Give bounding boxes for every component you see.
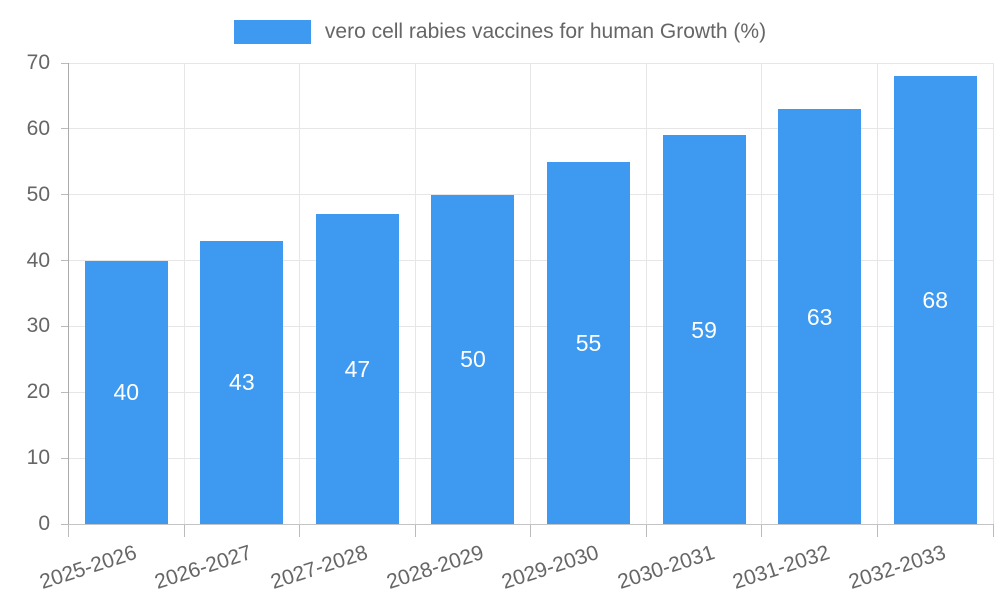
bar xyxy=(662,135,746,524)
y-axis-tick xyxy=(60,391,69,393)
x-axis-label: 2027-2028 xyxy=(267,541,371,594)
x-axis-label: 2032-2033 xyxy=(845,541,949,594)
x-axis-tick xyxy=(299,524,301,537)
x-axis-label: 2025-2026 xyxy=(36,541,140,594)
y-axis-label: 50 xyxy=(26,182,50,206)
legend: vero cell rabies vaccines for human Grow… xyxy=(0,20,1000,44)
v-gridline xyxy=(414,63,416,524)
bar xyxy=(84,260,168,524)
bar xyxy=(431,194,515,524)
bar-value-label: 40 xyxy=(113,379,140,406)
bar xyxy=(547,161,631,524)
x-axis-tick xyxy=(68,524,69,537)
bar xyxy=(200,240,284,524)
bar-value-label: 59 xyxy=(691,316,717,343)
v-gridline xyxy=(299,63,301,524)
y-axis-tick xyxy=(60,457,69,459)
x-axis-tick xyxy=(761,524,763,537)
bar xyxy=(315,214,399,524)
y-axis-label: 10 xyxy=(26,446,50,470)
y-axis-tick xyxy=(60,62,69,64)
y-axis-label: 30 xyxy=(26,314,50,338)
y-axis-label: 0 xyxy=(38,512,50,535)
x-axis-label: 2028-2029 xyxy=(383,541,487,594)
v-gridline xyxy=(645,63,647,524)
y-axis-label: 20 xyxy=(26,380,50,404)
v-gridline xyxy=(530,63,532,524)
x-axis-label: 2029-2030 xyxy=(499,541,602,594)
x-axis-label: 2030-2031 xyxy=(614,541,718,594)
x-axis-label: 2031-2032 xyxy=(730,541,833,594)
bar-value-label: 63 xyxy=(806,303,833,330)
bar-value-label: 43 xyxy=(229,369,255,396)
x-axis-tick xyxy=(876,524,878,537)
bar-value-label: 47 xyxy=(344,356,371,383)
x-axis-tick xyxy=(530,524,532,537)
x-axis-tick xyxy=(183,524,185,537)
y-axis-line xyxy=(68,63,69,524)
legend-label: vero cell rabies vaccines for human Grow… xyxy=(324,20,767,43)
x-axis-tick xyxy=(645,524,647,537)
y-axis-label: 60 xyxy=(26,116,50,140)
bar-value-label: 68 xyxy=(922,287,949,314)
x-axis-line xyxy=(68,523,993,525)
x-axis-tick xyxy=(414,524,416,537)
bar xyxy=(893,76,977,524)
bar xyxy=(778,109,862,524)
v-gridline xyxy=(183,63,185,524)
bar-value-label: 55 xyxy=(575,329,602,356)
y-axis-tick xyxy=(60,260,69,262)
x-axis-label: 2026-2027 xyxy=(152,541,255,594)
x-axis-tick xyxy=(992,524,994,537)
bar-value-label: 50 xyxy=(460,346,486,373)
v-gridline xyxy=(876,63,878,524)
y-axis-tick xyxy=(60,325,69,327)
v-gridline xyxy=(992,63,994,524)
y-axis-label: 40 xyxy=(26,248,50,272)
y-axis-tick xyxy=(60,128,69,130)
y-axis-tick xyxy=(60,194,69,196)
y-axis-label: 70 xyxy=(26,51,50,74)
legend-swatch xyxy=(233,20,311,44)
y-axis-tick xyxy=(60,523,69,525)
v-gridline xyxy=(761,63,763,524)
